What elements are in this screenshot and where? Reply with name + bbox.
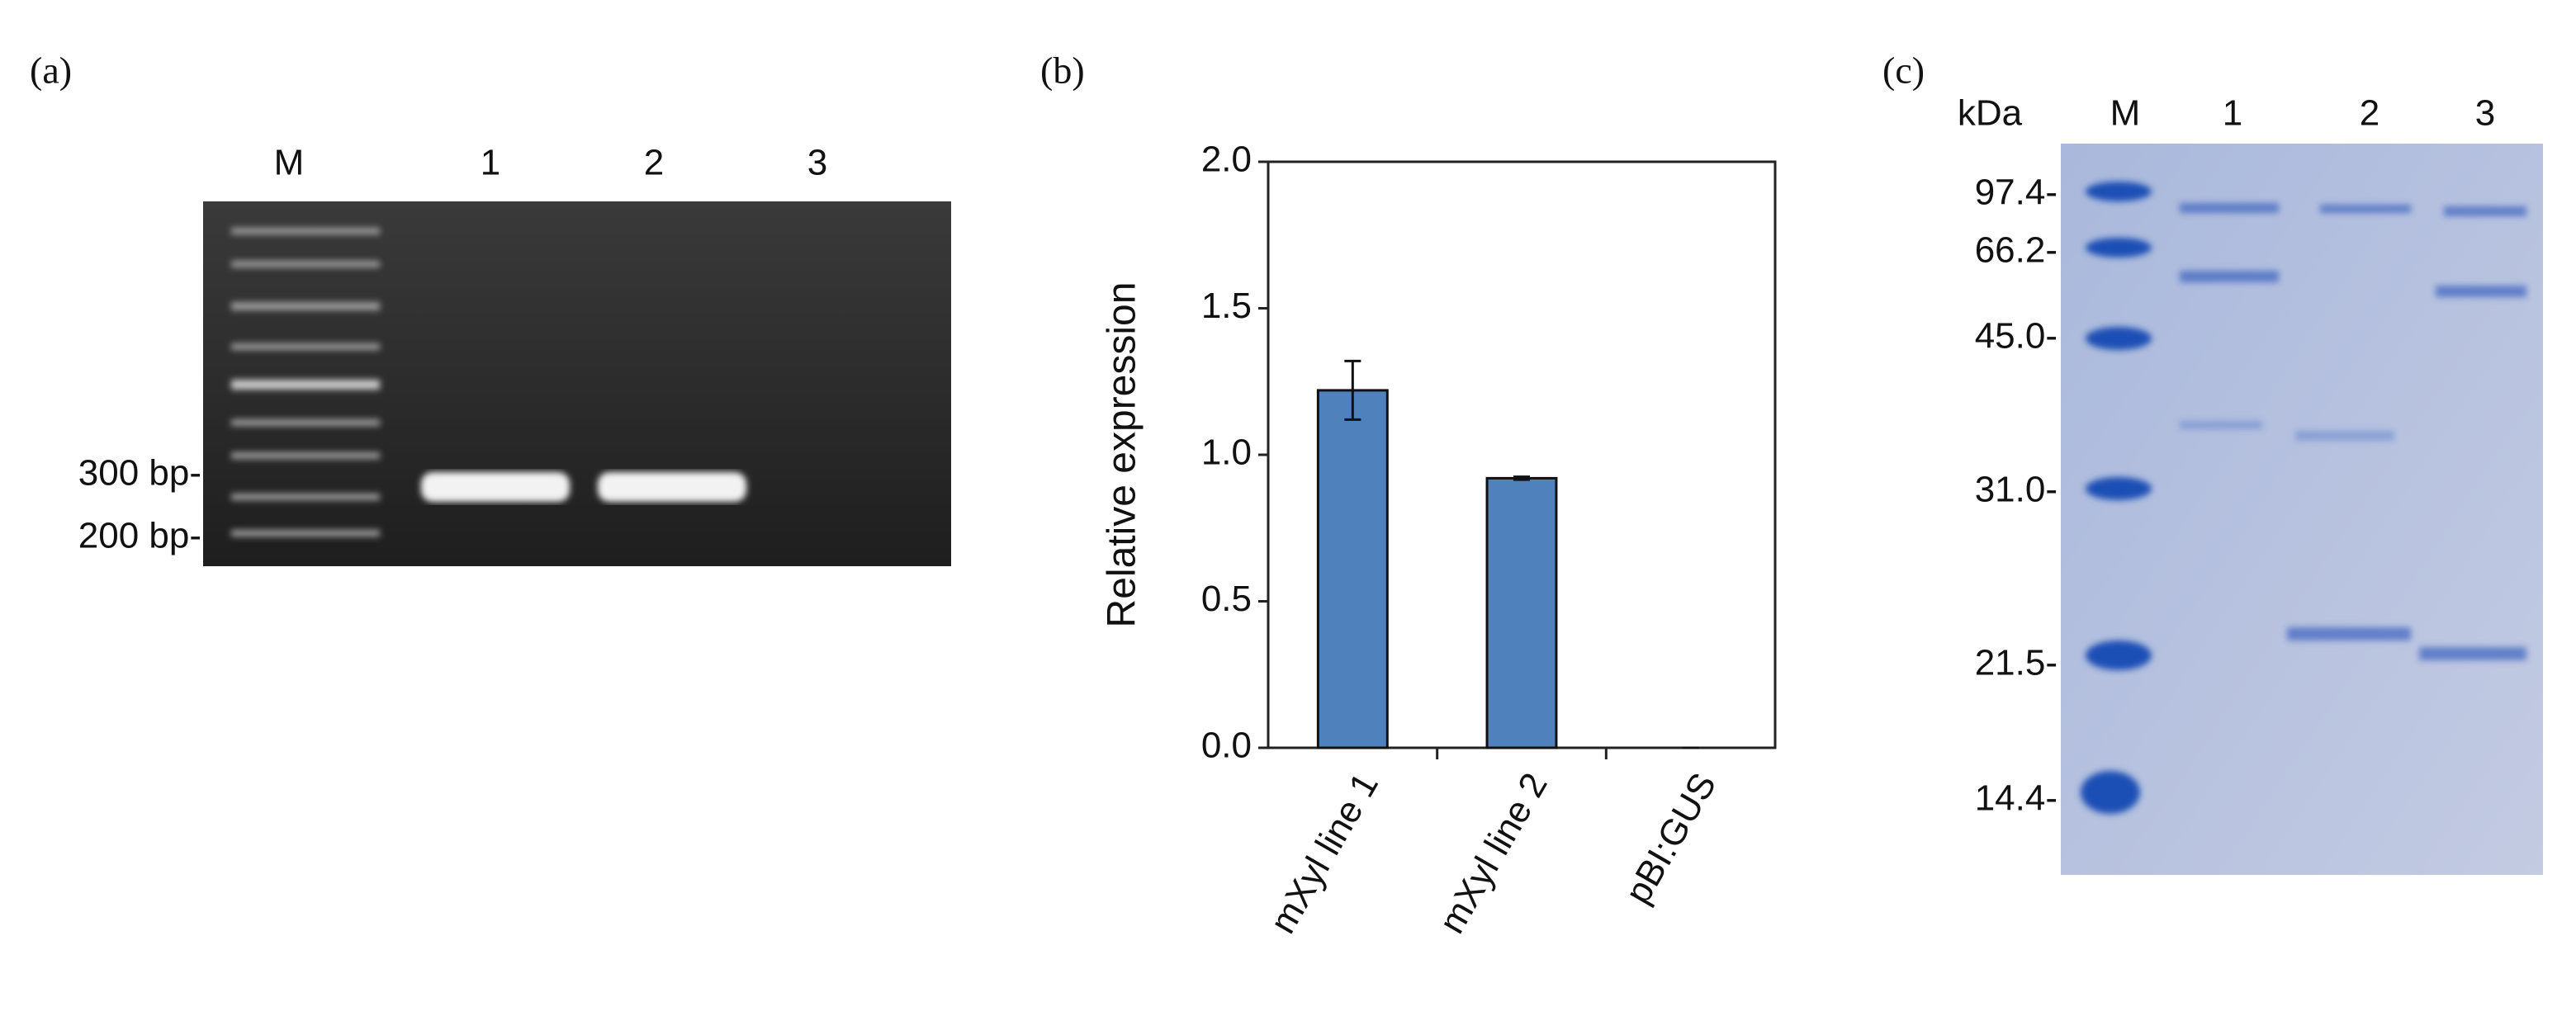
unit-label: kDa — [1958, 93, 2023, 134]
x-tick-label: mXyl line 1 — [1262, 766, 1386, 940]
lane-label: 3 — [807, 143, 827, 183]
x-tick-label: pBI:GUS — [1617, 766, 1724, 910]
gel-image — [2061, 144, 2543, 875]
lane-label: 1 — [2223, 93, 2242, 134]
error-bar — [1344, 359, 1361, 421]
y-axis-label: Relative expression — [1101, 282, 1144, 628]
gel-image — [203, 201, 951, 566]
bar — [1316, 389, 1389, 749]
bar — [1485, 476, 1558, 749]
y-tick-label: 2.0 — [1201, 139, 1252, 180]
panel-label: (b) — [1040, 50, 1085, 92]
y-tick-label: 0.5 — [1201, 579, 1252, 619]
panel-label: (c) — [1882, 50, 1925, 92]
marker-label: 200 bp- — [78, 516, 201, 556]
y-tick-label: 0.0 — [1201, 726, 1252, 766]
marker-label: 31.0- — [1975, 470, 2057, 510]
lane-label: 2 — [2360, 93, 2379, 134]
marker-label: 21.5- — [1975, 643, 2057, 683]
error-bar — [1513, 475, 1530, 481]
y-tick-label: 1.5 — [1201, 286, 1252, 326]
lane-label: 1 — [481, 143, 500, 183]
lane-label: M — [2110, 93, 2141, 134]
lane-label: 3 — [2475, 93, 2495, 134]
y-tick-label: 1.0 — [1201, 433, 1252, 473]
marker-label: 97.4- — [1975, 173, 2057, 213]
marker-label: 66.2- — [1975, 230, 2057, 271]
lane-label: 2 — [644, 143, 664, 183]
marker-label: 45.0- — [1975, 316, 2057, 357]
x-tick-label: mXyl line 2 — [1432, 766, 1556, 940]
marker-label: 14.4- — [1975, 778, 2057, 819]
lane-label: M — [274, 143, 305, 183]
marker-label: 300 bp- — [78, 453, 201, 494]
panel-label: (a) — [30, 50, 72, 92]
